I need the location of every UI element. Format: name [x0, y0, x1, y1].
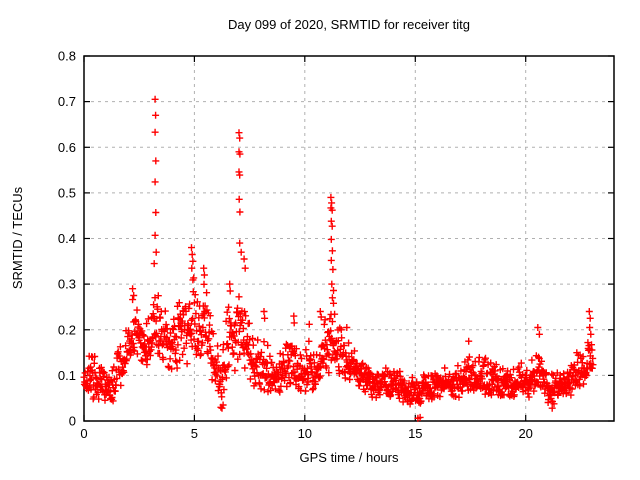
plot-border [83, 55, 615, 422]
y-axis-label: SRMTID / TECUs [10, 186, 25, 289]
x-tick-label: 15 [408, 426, 422, 441]
tick-labels: 0 5 10 15 20 0 0.1 0.2 0.3 0.4 0.5 0.6 0.7 0.8 [58, 49, 533, 442]
y-tick-label: 0 [69, 414, 76, 429]
chart-title: Day 099 of 2020, SRMTID for receiver tit… [228, 17, 470, 32]
x-tick-label: 10 [298, 426, 312, 441]
y-tick-label: 0.1 [58, 368, 76, 383]
x-tick-label: 0 [80, 426, 87, 441]
x-tick-label: 20 [518, 426, 532, 441]
data-points [80, 95, 597, 422]
y-tick-label: 0.6 [58, 140, 76, 155]
y-tick-label: 0.3 [58, 277, 76, 292]
y-tick-label: 0.2 [58, 322, 76, 337]
x-tick-label: 5 [191, 426, 198, 441]
y-tick-label: 0.5 [58, 185, 76, 200]
y-tick-label: 0.7 [58, 94, 76, 109]
x-axis-label: GPS time / hours [300, 450, 399, 465]
y-tick-label: 0.4 [58, 231, 76, 246]
y-tick-label: 0.8 [58, 49, 76, 64]
grid-lines [84, 56, 614, 421]
